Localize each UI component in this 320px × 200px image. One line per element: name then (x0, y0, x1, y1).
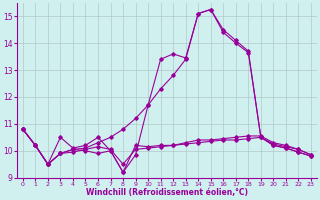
X-axis label: Windchill (Refroidissement éolien,°C): Windchill (Refroidissement éolien,°C) (86, 188, 248, 197)
